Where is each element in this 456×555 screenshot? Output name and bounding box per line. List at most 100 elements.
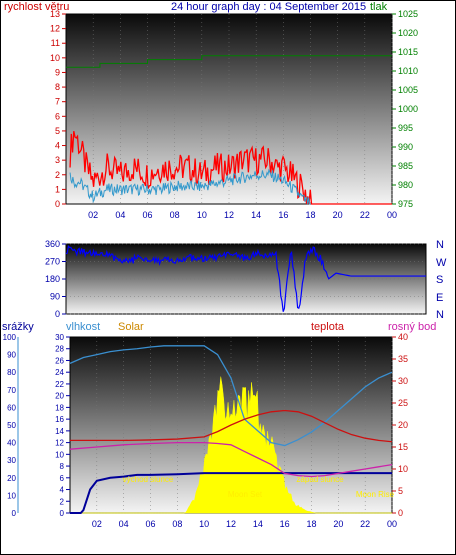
- x-tick-label: 12: [224, 210, 234, 220]
- x-tick-label: 20: [333, 210, 343, 220]
- astro-annotation: západ slunce: [296, 475, 344, 484]
- temperature-tick-label: 35: [398, 354, 408, 364]
- temperature-y-axis: 0 5 10 15 20 25 30 35 40: [392, 332, 408, 518]
- rain-tick-label: 90: [7, 351, 16, 360]
- x-tick-label: 00: [387, 210, 397, 220]
- wind-label: rychlost větru: [4, 1, 69, 13]
- rain-tick-label: 40: [7, 439, 16, 448]
- humidity-tick-label: 28: [55, 345, 64, 354]
- humidity-tick-label: 4: [60, 486, 65, 495]
- y-tick-label: 12: [50, 24, 60, 34]
- dewpoint-series: [69, 441, 393, 478]
- x-tick-label: 18: [306, 519, 316, 529]
- x-tick-label: 08: [170, 210, 180, 220]
- rain-tick-label: 70: [7, 386, 16, 395]
- direction-tick-label: 270: [45, 257, 60, 267]
- x-tick-label: 14: [251, 210, 261, 220]
- humidity-tick-label: 18: [55, 403, 64, 412]
- astro-annotation: Moon Set: [228, 490, 263, 499]
- chart-title: 24 hour graph day : 04 September 2015: [171, 1, 366, 13]
- y-tick-label: 9: [55, 67, 60, 77]
- x-tick-label: 08: [172, 519, 182, 529]
- y-tick-label: 4: [55, 141, 60, 151]
- temperature-tick-label: 30: [398, 376, 408, 386]
- x-tick-label: 10: [199, 519, 209, 529]
- pressure-tick-label: 1025: [398, 9, 418, 19]
- pressure-tick-label: 995: [398, 123, 413, 133]
- y-tick-label: 3: [55, 155, 60, 165]
- x-tick-label: 20: [333, 519, 343, 529]
- solar-label: Solar: [118, 321, 144, 333]
- humidity-tick-label: 26: [55, 356, 64, 365]
- astro-annotation: východ slunce: [123, 475, 174, 484]
- pressure-tick-label: 1020: [398, 28, 418, 38]
- direction-tick-label: 90: [50, 292, 60, 302]
- x-tick-label: 00: [387, 519, 397, 529]
- rain-tick-label: 50: [7, 421, 16, 430]
- x-tick-label: 22: [360, 519, 370, 529]
- pressure-series: [66, 55, 392, 68]
- astro-annotations: východ slunce západ slunce Moon Set Moon Ri…: [123, 475, 395, 499]
- direction-series: [65, 245, 426, 312]
- pressure-tick-label: 1015: [398, 47, 418, 57]
- pressure-tick-label: 975: [398, 199, 413, 209]
- humidity-tick-label: 12: [55, 439, 64, 448]
- humidity-tick-label: 16: [55, 415, 64, 424]
- pressure-label: tlak: [370, 1, 388, 13]
- compass-label: N: [436, 239, 444, 251]
- y-tick-label: 7: [55, 97, 60, 107]
- temperature-tick-label: 40: [398, 332, 408, 342]
- wind-x-axis: 02 04 06 08 10 12 14 16 18 20 22 00: [88, 210, 397, 220]
- x-tick-label: 14: [253, 519, 263, 529]
- pressure-y-axis: 975 980 985 990 995 1000 1005 1010 1015 1020 1025: [392, 9, 418, 209]
- rain-tick-label: 10: [7, 491, 16, 500]
- direction-tick-label: 180: [45, 274, 60, 284]
- humidity-tick-label: 14: [55, 427, 64, 436]
- dewpoint-label: rosný bod: [388, 321, 436, 333]
- temperature-tick-label: 5: [398, 486, 403, 496]
- temperature-label: teplota: [311, 321, 345, 333]
- pressure-tick-label: 1000: [398, 104, 418, 114]
- humidity-tick-label: 24: [55, 368, 64, 377]
- rain-tick-label: 100: [3, 333, 17, 342]
- temperature-tick-label: 25: [398, 398, 408, 408]
- y-tick-label: 1: [55, 184, 60, 194]
- direction-grid: [66, 243, 426, 315]
- y-tick-label: 2: [55, 170, 60, 180]
- humidity-tick-label: 0: [60, 509, 65, 518]
- humidity-tick-label: 30: [55, 333, 64, 342]
- pressure-tick-label: 1010: [398, 66, 418, 76]
- x-tick-label: 22: [360, 210, 370, 220]
- temperature-tick-label: 0: [398, 508, 403, 518]
- y-tick-label: 11: [51, 38, 60, 48]
- direction-series: [65, 245, 426, 312]
- temperature-tick-label: 15: [398, 442, 408, 452]
- temp-series: [69, 345, 393, 514]
- y-tick-label: 6: [55, 111, 60, 121]
- x-tick-label: 02: [92, 519, 102, 529]
- humidity-tick-label: 20: [55, 392, 64, 401]
- humidity-tick-label: 2: [60, 497, 65, 506]
- x-tick-label: 04: [115, 210, 125, 220]
- wind-series: [69, 131, 392, 205]
- direction-tick-label: 0: [55, 309, 60, 319]
- humidity-tick-label: 6: [60, 474, 65, 483]
- temperature-tick-label: 20: [398, 420, 408, 430]
- rain-tick-label: 20: [7, 474, 16, 483]
- wind-plot-area: [65, 13, 393, 205]
- rain-tick-label: 80: [7, 368, 16, 377]
- direction-y-axis: 0 90 180 270 360: [45, 239, 66, 319]
- y-tick-label: 8: [55, 82, 60, 92]
- rain-tick-label: 30: [7, 456, 16, 465]
- pressure-tick-label: 980: [398, 180, 413, 190]
- x-tick-label: 06: [145, 519, 155, 529]
- x-tick-label: 04: [119, 519, 129, 529]
- x-tick-label: 06: [142, 210, 152, 220]
- x-tick-label: 16: [278, 210, 288, 220]
